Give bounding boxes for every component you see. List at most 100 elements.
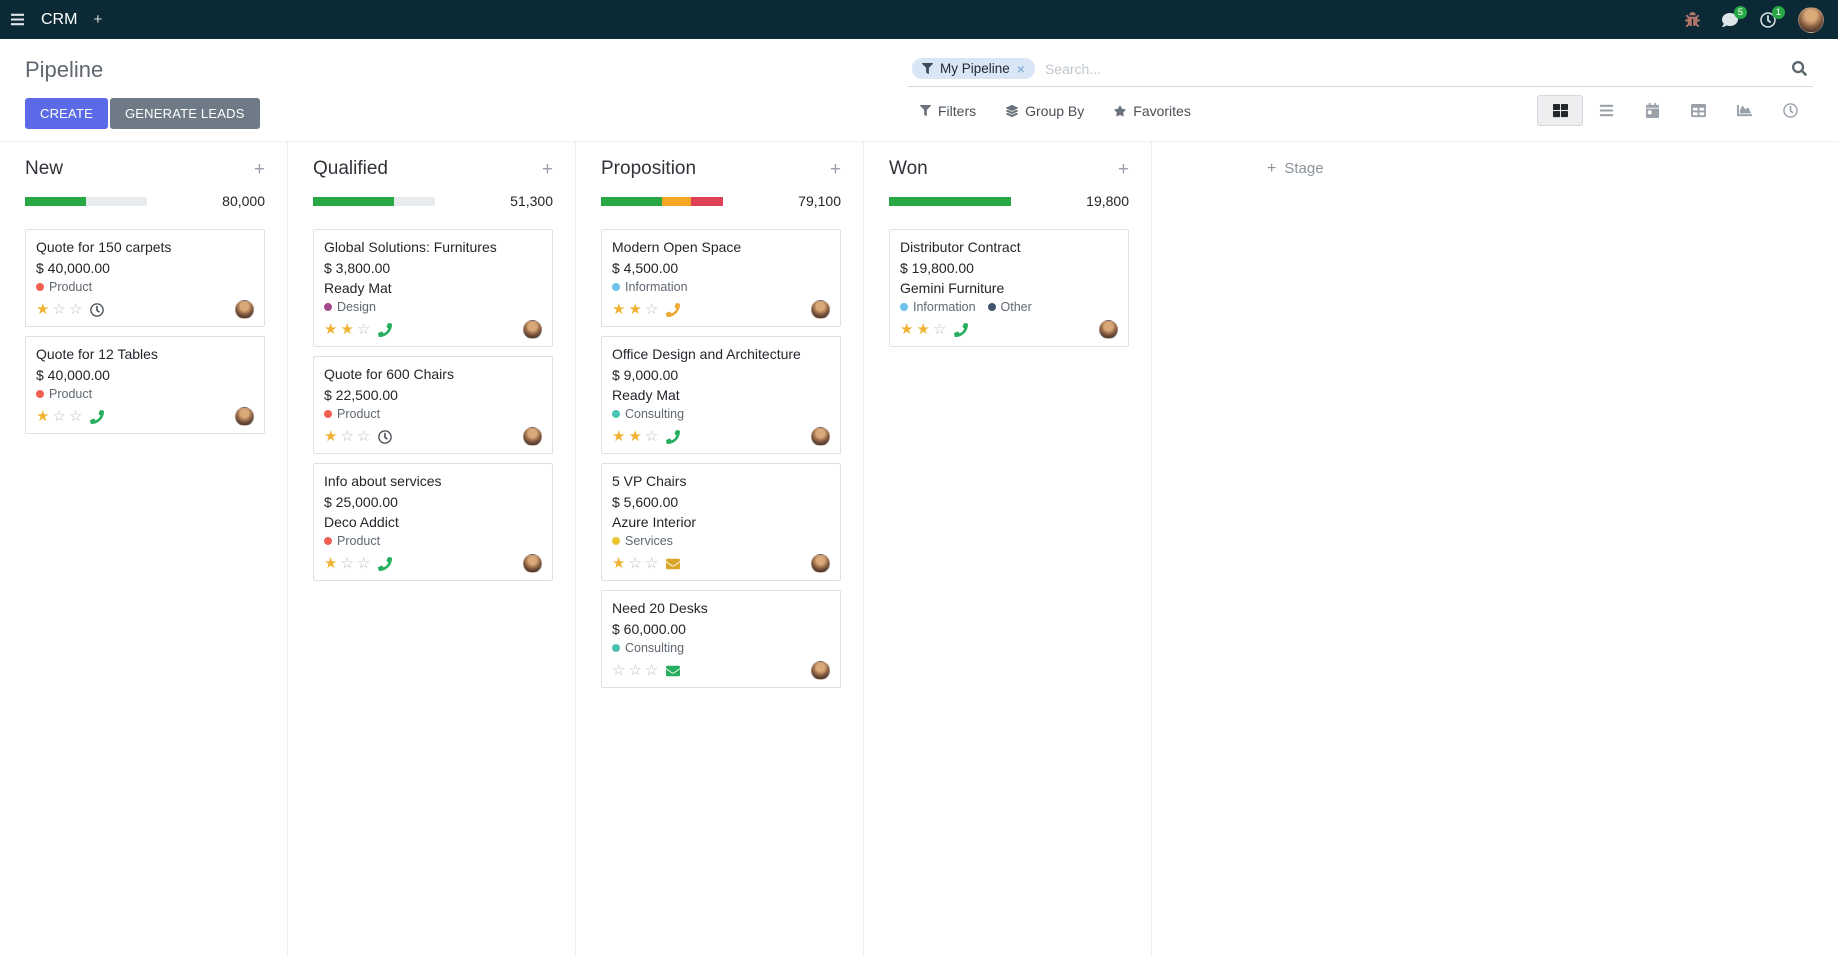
kanban-view-button[interactable] bbox=[1537, 95, 1583, 126]
progress-segment bbox=[25, 196, 86, 206]
kanban-card[interactable]: Global Solutions: Furnitures $ 3,800.00 … bbox=[313, 229, 553, 347]
column-title[interactable]: Proposition bbox=[601, 158, 697, 179]
activities-clock-icon[interactable] bbox=[1760, 11, 1776, 28]
kanban-card[interactable]: Office Design and Architecture $ 9,000.0… bbox=[601, 336, 841, 454]
priority-stars[interactable]: ★ ☆ ☆ bbox=[324, 556, 370, 571]
kanban-card[interactable]: 5 VP Chairs $ 5,600.00 Azure Interior Se… bbox=[601, 463, 841, 581]
group-by-menu-button[interactable]: Group By bbox=[1006, 103, 1084, 119]
apps-menu-icon[interactable] bbox=[10, 12, 25, 27]
star-empty-icon[interactable]: ☆ bbox=[628, 662, 642, 679]
phone-icon[interactable] bbox=[378, 556, 393, 571]
search-icon[interactable] bbox=[1792, 61, 1807, 76]
kanban-card[interactable]: Quote for 600 Chairs $ 22,500.00 Product… bbox=[313, 356, 553, 454]
star-empty-icon[interactable]: ☆ bbox=[644, 555, 659, 572]
star-empty-icon[interactable]: ☆ bbox=[644, 428, 659, 445]
add-stage-button[interactable]: + Stage bbox=[1267, 160, 1324, 177]
star-filled-icon[interactable]: ★ bbox=[324, 321, 338, 338]
star-empty-icon[interactable]: ☆ bbox=[612, 662, 626, 679]
star-filled-icon[interactable]: ★ bbox=[612, 301, 626, 318]
graph-view-button[interactable] bbox=[1721, 95, 1767, 126]
quick-add-icon[interactable]: + bbox=[253, 158, 265, 180]
messages-icon[interactable] bbox=[1722, 12, 1738, 28]
star-empty-icon[interactable]: ☆ bbox=[340, 555, 354, 572]
star-empty-icon[interactable]: ☆ bbox=[68, 301, 83, 318]
quick-add-icon[interactable]: + bbox=[829, 158, 841, 180]
phone-icon[interactable] bbox=[666, 429, 681, 444]
user-avatar[interactable] bbox=[1798, 6, 1824, 33]
card-title: Modern Open Space bbox=[612, 239, 742, 255]
column-progressbar[interactable] bbox=[25, 196, 147, 206]
kanban-column-new: New + 80,000 Quote for 150 carpets $ 40,… bbox=[0, 142, 288, 955]
kanban-card[interactable]: Quote for 12 Tables $ 40,000.00 Product … bbox=[25, 336, 265, 434]
generate-leads-button[interactable]: GENERATE LEADS bbox=[109, 98, 260, 129]
star-filled-icon[interactable]: ★ bbox=[628, 301, 642, 318]
star-empty-icon[interactable]: ☆ bbox=[628, 555, 642, 572]
column-progressbar[interactable] bbox=[889, 196, 1011, 206]
star-filled-icon[interactable]: ★ bbox=[916, 321, 930, 338]
priority-stars[interactable]: ★ ★ ☆ bbox=[612, 302, 658, 317]
star-filled-icon[interactable]: ★ bbox=[324, 428, 338, 445]
kanban-card[interactable]: Modern Open Space $ 4,500.00 Information… bbox=[601, 229, 841, 327]
star-filled-icon[interactable]: ★ bbox=[324, 555, 338, 572]
column-title[interactable]: New bbox=[25, 158, 64, 179]
priority-stars[interactable]: ★ ☆ ☆ bbox=[36, 302, 82, 317]
phone-icon[interactable] bbox=[378, 322, 393, 337]
kanban-card[interactable]: Need 20 Desks $ 60,000.00 Consulting ☆ ☆ ☆ bbox=[601, 590, 841, 688]
phone-icon[interactable] bbox=[954, 322, 969, 337]
kanban-card[interactable]: Info about services $ 25,000.00 Deco Add… bbox=[313, 463, 553, 581]
star-empty-icon[interactable]: ☆ bbox=[52, 301, 66, 318]
kanban-card[interactable]: Quote for 150 carpets $ 40,000.00 Produc… bbox=[25, 229, 265, 327]
star-filled-icon[interactable]: ★ bbox=[900, 321, 914, 338]
envelope-icon[interactable] bbox=[666, 557, 681, 571]
card-tags: Product bbox=[36, 387, 254, 401]
star-empty-icon[interactable]: ☆ bbox=[356, 428, 371, 445]
priority-stars[interactable]: ★ ★ ☆ bbox=[612, 429, 658, 444]
clock-icon[interactable] bbox=[378, 429, 393, 444]
clock-icon[interactable] bbox=[90, 302, 105, 317]
calendar-view-button[interactable] bbox=[1629, 95, 1675, 126]
salesperson-avatar bbox=[235, 407, 254, 426]
star-filled-icon[interactable]: ★ bbox=[36, 408, 50, 425]
priority-stars[interactable]: ★ ☆ ☆ bbox=[36, 409, 82, 424]
list-view-button[interactable] bbox=[1583, 95, 1629, 126]
column-progressbar[interactable] bbox=[601, 196, 723, 206]
star-empty-icon[interactable]: ☆ bbox=[68, 408, 83, 425]
phone-icon[interactable] bbox=[90, 409, 105, 424]
star-empty-icon[interactable]: ☆ bbox=[340, 428, 354, 445]
priority-stars[interactable]: ★ ☆ ☆ bbox=[324, 429, 370, 444]
app-name[interactable]: CRM bbox=[41, 10, 78, 28]
priority-stars[interactable]: ★ ★ ☆ bbox=[900, 322, 946, 337]
star-filled-icon[interactable]: ★ bbox=[612, 555, 626, 572]
filters-menu-button[interactable]: Filters bbox=[920, 103, 976, 119]
pivot-view-button[interactable] bbox=[1675, 95, 1721, 126]
star-empty-icon[interactable]: ☆ bbox=[644, 662, 659, 679]
search-input[interactable] bbox=[1034, 60, 1792, 77]
column-progressbar[interactable] bbox=[313, 196, 435, 206]
star-empty-icon[interactable]: ☆ bbox=[356, 321, 371, 338]
column-title[interactable]: Qualified bbox=[313, 158, 388, 179]
quick-create-icon[interactable]: + bbox=[93, 11, 103, 28]
column-title[interactable]: Won bbox=[889, 158, 928, 179]
priority-stars[interactable]: ★ ★ ☆ bbox=[324, 322, 370, 337]
remove-facet-icon[interactable]: × bbox=[1016, 60, 1025, 77]
favorites-menu-button[interactable]: Favorites bbox=[1114, 103, 1191, 119]
star-empty-icon[interactable]: ☆ bbox=[52, 408, 66, 425]
tag-label: Product bbox=[337, 407, 381, 421]
star-empty-icon[interactable]: ☆ bbox=[932, 321, 947, 338]
star-filled-icon[interactable]: ★ bbox=[628, 428, 642, 445]
envelope-icon[interactable] bbox=[666, 664, 681, 678]
priority-stars[interactable]: ☆ ☆ ☆ bbox=[612, 663, 658, 678]
quick-add-icon[interactable]: + bbox=[541, 158, 553, 180]
star-empty-icon[interactable]: ☆ bbox=[644, 301, 659, 318]
star-empty-icon[interactable]: ☆ bbox=[356, 555, 371, 572]
phone-icon[interactable] bbox=[666, 302, 681, 317]
kanban-card[interactable]: Distributor Contract $ 19,800.00 Gemini … bbox=[889, 229, 1129, 347]
quick-add-icon[interactable]: + bbox=[1117, 158, 1129, 180]
star-filled-icon[interactable]: ★ bbox=[340, 321, 354, 338]
activity-view-button[interactable] bbox=[1767, 95, 1813, 126]
star-filled-icon[interactable]: ★ bbox=[36, 301, 50, 318]
priority-stars[interactable]: ★ ☆ ☆ bbox=[612, 556, 658, 571]
create-button[interactable]: CREATE bbox=[25, 98, 108, 129]
star-filled-icon[interactable]: ★ bbox=[612, 428, 626, 445]
debug-bug-icon[interactable] bbox=[1685, 12, 1700, 27]
